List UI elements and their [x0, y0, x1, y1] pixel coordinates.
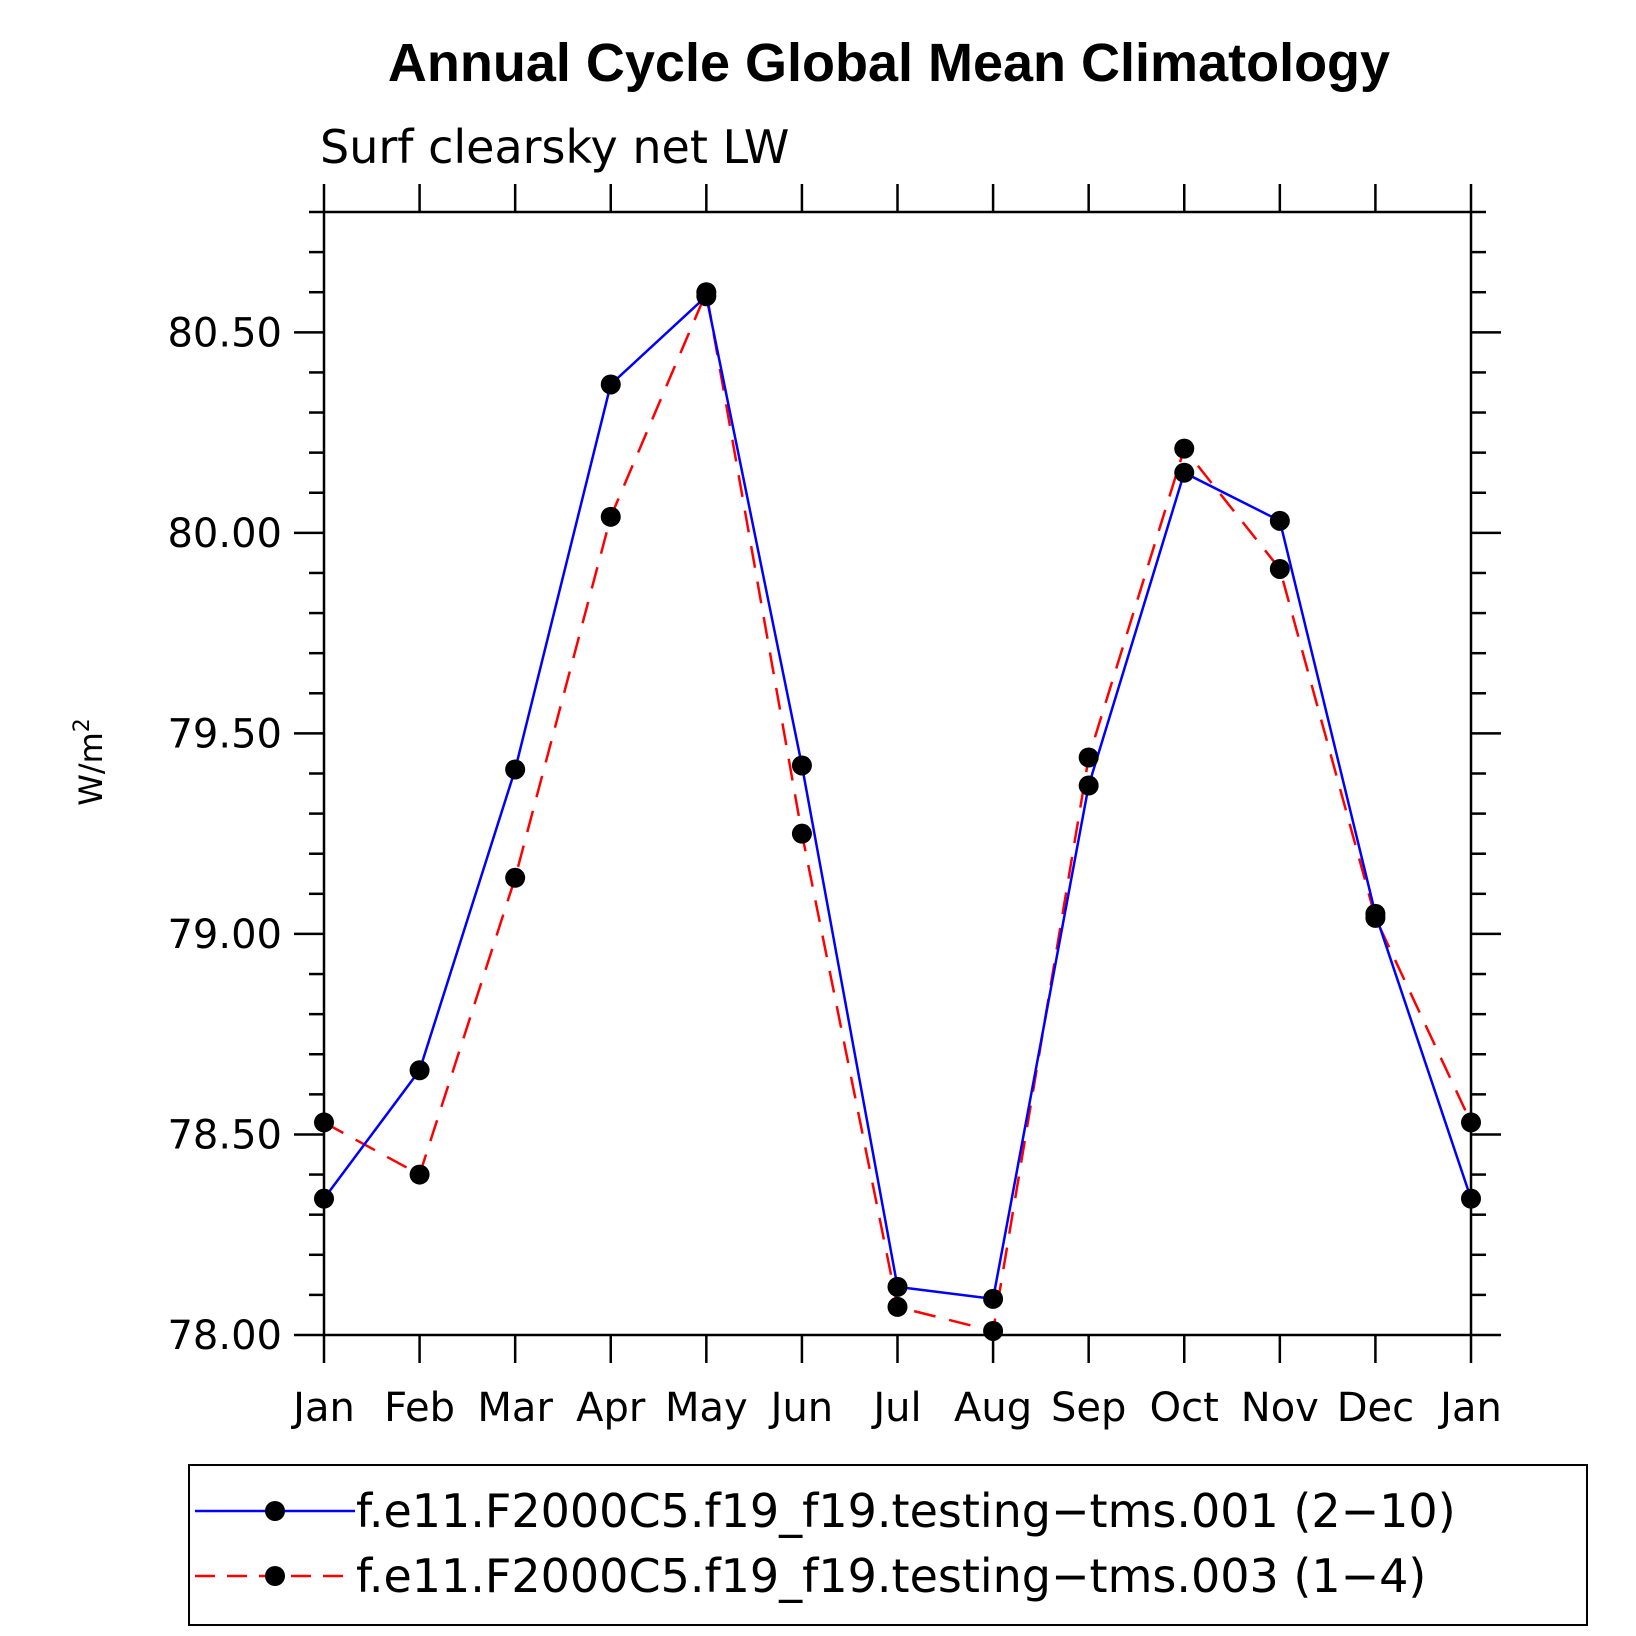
y-tick-label: 78.00 [167, 1313, 282, 1359]
series-point [1461, 1112, 1481, 1133]
legend: f.e11.F2000C5.f19_f19.testing−tms.001 (2… [188, 1464, 1588, 1626]
series-point [887, 1276, 908, 1297]
y-axis-label-base: W/m [72, 732, 110, 806]
x-tick-label: Jun [768, 1385, 834, 1431]
x-tick-label: Aug [954, 1385, 1032, 1431]
legend-marker [265, 1501, 285, 1521]
x-tick-label: Jan [1437, 1385, 1502, 1431]
series-point [983, 1288, 1004, 1309]
y-tick-label: 80.50 [167, 310, 282, 356]
legend-label: f.e11.F2000C5.f19_f19.testing−tms.001 (2… [356, 1484, 1456, 1538]
legend-items: f.e11.F2000C5.f19_f19.testing−tms.001 (2… [195, 1484, 1456, 1603]
series-point [314, 1188, 334, 1209]
x-tick-label: Dec [1337, 1385, 1414, 1431]
chart-subtitle: Surf clearsky net LW [320, 120, 789, 174]
x-tick-label: Jan [290, 1385, 355, 1431]
legend-label: f.e11.F2000C5.f19_f19.testing−tms.003 (1… [356, 1549, 1426, 1603]
y-axis-label: W/m2 [70, 718, 110, 806]
series-point [600, 374, 621, 395]
y-tick-label: 79.00 [167, 912, 282, 958]
series-point [791, 755, 812, 776]
series-point [314, 1112, 334, 1133]
series-point [409, 1060, 430, 1081]
series-point [1269, 558, 1290, 579]
x-tick-label: May [665, 1385, 748, 1431]
y-tick-label: 79.50 [167, 711, 282, 757]
series-point [1078, 775, 1099, 796]
series-point [505, 759, 526, 780]
series-point [1174, 462, 1195, 483]
series-point [1365, 903, 1386, 924]
chart-title: Annual Cycle Global Mean Climatology [388, 33, 1390, 93]
x-tick-label: Mar [477, 1385, 553, 1431]
x-tick-label: Sep [1051, 1385, 1126, 1431]
y-tick-labels: 78.00 78.50 79.00 79.50 80.00 80.50 [167, 310, 282, 1359]
legend-marker [265, 1566, 285, 1586]
x-tick-label: Nov [1241, 1385, 1319, 1431]
legend-box [188, 1464, 1588, 1626]
y-tick-label: 78.50 [167, 1112, 282, 1158]
y-axis-label-superscript: 2 [70, 718, 95, 732]
series-point [1269, 510, 1290, 531]
x-tick-label: Jul [870, 1385, 921, 1431]
series-point [791, 823, 812, 844]
series-point [600, 506, 621, 527]
x-tick-labels: Jan Feb Mar Apr May Jun Jul Aug Sep Oct Nov Dec Jan [290, 1385, 1502, 1431]
axis-ticks [294, 184, 1501, 1363]
x-tick-label: Oct [1150, 1385, 1219, 1431]
series-point [1078, 747, 1099, 768]
series-layer [314, 282, 1481, 1341]
series-point [887, 1296, 908, 1317]
series-line [323, 287, 1473, 1333]
series-point [696, 286, 717, 307]
x-tick-label: Feb [384, 1385, 455, 1431]
series-point [505, 867, 526, 888]
plot-frame [322, 210, 1473, 1337]
series-point [983, 1320, 1004, 1341]
y-tick-label: 80.00 [167, 511, 282, 557]
series-point [409, 1164, 430, 1185]
series-line [322, 293, 1473, 1301]
series-point [1174, 438, 1195, 459]
x-tick-label: Apr [576, 1385, 646, 1431]
series-point [1461, 1188, 1481, 1209]
